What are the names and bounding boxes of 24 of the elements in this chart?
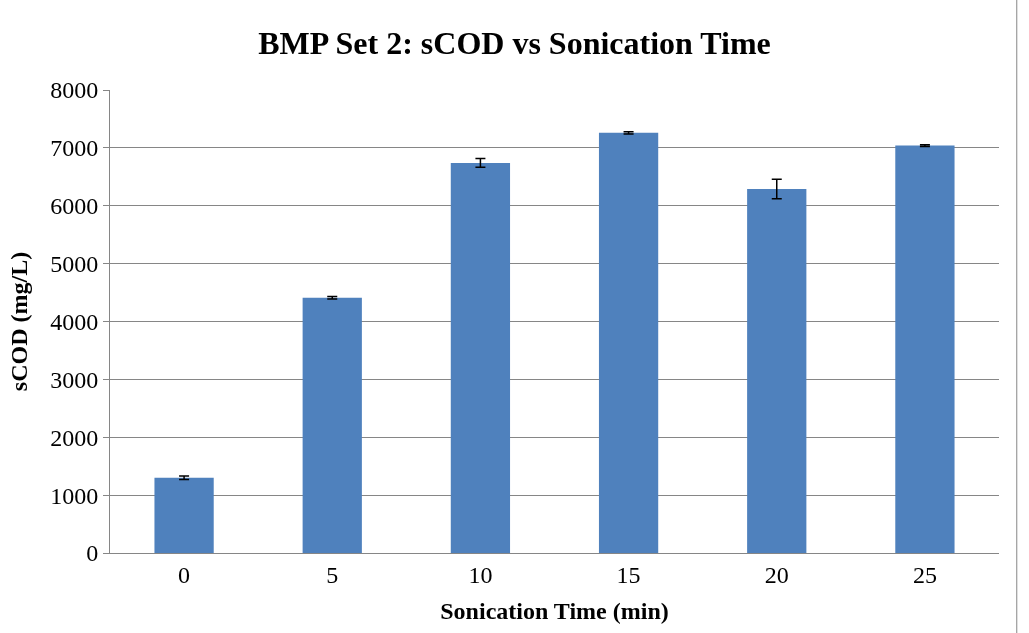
y-tick-label: 0 bbox=[86, 540, 99, 567]
y-tick-label: 7000 bbox=[50, 135, 99, 162]
y-tick-label: 5000 bbox=[50, 251, 99, 278]
y-tick-label: 2000 bbox=[50, 424, 99, 451]
bar bbox=[450, 162, 511, 553]
bar bbox=[598, 132, 659, 553]
y-axis-title: sCOD (mg/L) bbox=[6, 251, 33, 392]
x-tick-label: 20 bbox=[764, 561, 789, 588]
bar bbox=[302, 297, 362, 553]
x-tick-label: 5 bbox=[326, 561, 339, 588]
x-axis-title: Sonication Time (min) bbox=[440, 598, 669, 625]
chart-title: BMP Set 2: sCOD vs Sonication Time bbox=[258, 25, 771, 62]
x-tick-label: 10 bbox=[468, 561, 493, 588]
y-tick-label: 3000 bbox=[50, 366, 99, 393]
bar bbox=[154, 477, 214, 553]
y-tick-label: 8000 bbox=[50, 77, 99, 104]
bar bbox=[747, 188, 807, 553]
y-tick-label: 6000 bbox=[50, 193, 99, 220]
x-tick-label: 25 bbox=[912, 561, 937, 588]
bar bbox=[895, 145, 955, 553]
y-tick-label: 1000 bbox=[50, 482, 99, 509]
x-tick-label: 15 bbox=[616, 561, 641, 588]
x-tick-label: 0 bbox=[178, 561, 191, 588]
y-tick-label: 4000 bbox=[50, 308, 99, 335]
